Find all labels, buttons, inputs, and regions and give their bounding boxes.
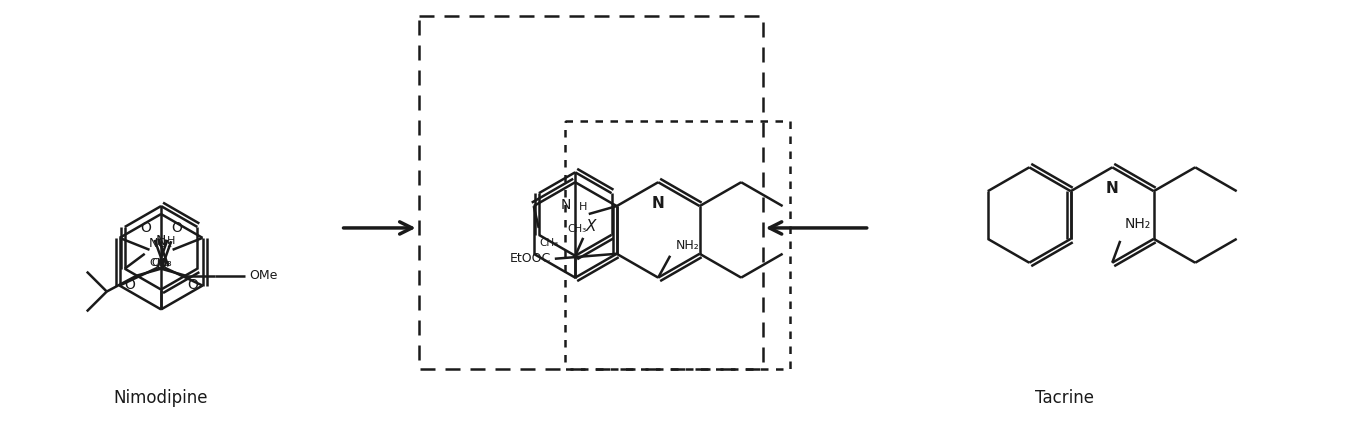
Text: O: O <box>139 221 150 235</box>
Text: NO₂: NO₂ <box>149 237 173 250</box>
Text: N: N <box>156 234 167 248</box>
Text: N: N <box>561 198 571 212</box>
Text: X: X <box>585 219 596 234</box>
Text: O: O <box>123 278 134 292</box>
Text: Tacrine: Tacrine <box>1034 389 1094 407</box>
Text: N: N <box>1106 181 1118 196</box>
Text: O: O <box>187 278 198 292</box>
Text: EtOOC: EtOOC <box>509 252 551 265</box>
Text: N: N <box>651 196 665 211</box>
Text: H: H <box>167 236 176 246</box>
Text: CH₃: CH₃ <box>567 224 586 234</box>
Text: CH₃: CH₃ <box>540 238 559 248</box>
Text: H: H <box>580 202 588 212</box>
Text: Nimodipine: Nimodipine <box>114 389 209 407</box>
Text: CH₃: CH₃ <box>152 258 172 268</box>
Text: OMe: OMe <box>249 269 278 282</box>
Text: O: O <box>172 221 183 235</box>
Text: NH₂: NH₂ <box>676 239 700 252</box>
Text: CH₃: CH₃ <box>150 258 171 268</box>
Text: NH₂: NH₂ <box>1124 217 1151 231</box>
